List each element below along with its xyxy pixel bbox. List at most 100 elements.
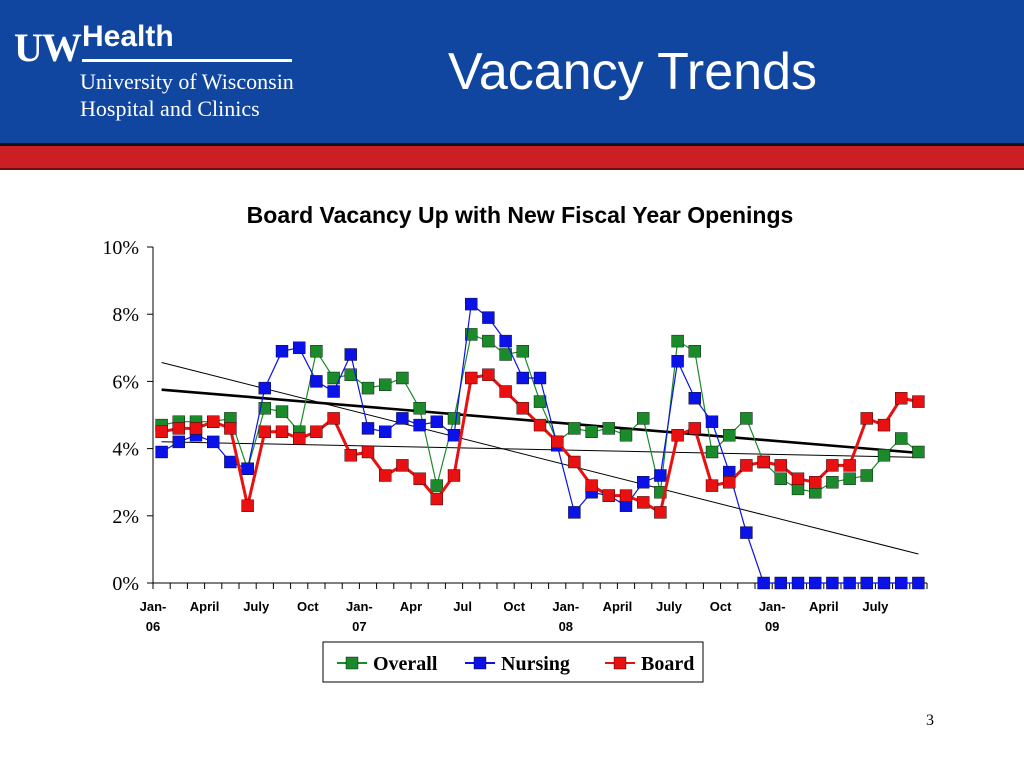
point-overall xyxy=(447,412,461,425)
point-overall xyxy=(310,345,323,358)
point-nursing xyxy=(241,462,254,475)
point-board xyxy=(361,445,375,459)
point-overall xyxy=(533,395,547,408)
point-board xyxy=(241,499,254,512)
point-overall xyxy=(688,345,701,358)
chart-axes: 0% 2% 4% 6% 8% 10% Jan- 06 April July Oct Jan- 07 Apr… xyxy=(102,237,928,634)
logo-divider xyxy=(82,59,292,62)
point-board xyxy=(447,469,461,482)
point-board xyxy=(327,412,340,425)
point-board xyxy=(602,489,615,502)
point-overall xyxy=(843,472,856,485)
x-tick-label: April xyxy=(809,599,839,614)
point-nursing xyxy=(224,455,237,469)
point-board xyxy=(740,459,753,472)
point-board xyxy=(499,385,512,398)
slide-number: 3 xyxy=(926,712,934,729)
point-board xyxy=(206,415,220,428)
point-board xyxy=(482,368,495,381)
accent-bar xyxy=(0,146,1024,170)
x-tick-label: 07 xyxy=(352,619,366,634)
point-nursing xyxy=(327,385,340,398)
x-tick-label: Jan- xyxy=(552,599,579,614)
legend-box xyxy=(322,641,704,683)
series-line-overall xyxy=(161,333,919,493)
point-overall xyxy=(361,381,375,395)
point-overall xyxy=(413,402,426,415)
y-tick-label: 2% xyxy=(112,506,139,528)
trend-line-board xyxy=(161,441,919,458)
point-overall xyxy=(826,476,839,489)
logo-org-name-line2: Hospital and Clinics xyxy=(80,96,260,121)
point-board xyxy=(637,496,650,509)
chart-series xyxy=(155,297,925,590)
point-overall xyxy=(774,472,787,485)
point-nursing xyxy=(860,576,873,590)
chart-legend: Overall Nursing Board xyxy=(322,641,704,683)
point-board xyxy=(465,371,478,385)
x-tick-label: 06 xyxy=(146,619,160,634)
x-tick-label: Jan- xyxy=(140,599,167,614)
slide-title: Vacancy Trends xyxy=(448,43,818,101)
point-board xyxy=(379,469,392,482)
point-overall xyxy=(877,449,891,462)
point-overall xyxy=(258,402,271,415)
point-overall xyxy=(637,412,650,425)
point-board xyxy=(809,476,822,489)
point-nursing xyxy=(258,381,271,395)
point-overall xyxy=(912,445,925,459)
point-nursing xyxy=(843,576,856,590)
x-tick-label: Apr xyxy=(400,599,422,614)
point-nursing xyxy=(155,445,168,459)
point-overall xyxy=(275,405,289,418)
point-nursing xyxy=(705,415,719,428)
y-tick-label: 8% xyxy=(112,304,139,326)
point-overall xyxy=(430,479,443,492)
chart-title: Board Vacancy Up with New Fiscal Year Op… xyxy=(246,202,794,228)
point-nursing xyxy=(275,345,289,358)
point-nursing xyxy=(413,418,426,432)
x-tick-label: Oct xyxy=(503,599,525,614)
point-board xyxy=(310,425,323,438)
point-nursing xyxy=(361,422,375,435)
point-nursing xyxy=(499,334,512,348)
x-tick-label: Jan- xyxy=(759,599,786,614)
point-board xyxy=(585,479,598,492)
point-nursing xyxy=(206,435,220,449)
point-overall xyxy=(585,425,598,438)
point-board xyxy=(826,459,839,472)
x-tick-label: 09 xyxy=(765,619,779,634)
point-nursing xyxy=(568,506,581,519)
legend-label-nursing: Nursing xyxy=(501,653,570,675)
point-board xyxy=(516,402,529,415)
x-tick-label: 08 xyxy=(559,619,573,634)
point-nursing xyxy=(774,576,787,590)
legend-marker-overall xyxy=(345,656,359,670)
point-board xyxy=(619,489,633,502)
point-overall xyxy=(671,334,684,348)
point-overall xyxy=(860,469,873,482)
point-overall xyxy=(740,412,753,425)
point-board xyxy=(877,418,891,432)
point-board xyxy=(533,418,547,432)
point-nursing xyxy=(447,429,461,442)
point-board xyxy=(791,472,805,485)
point-nursing xyxy=(430,415,443,428)
point-board xyxy=(155,425,168,438)
point-nursing xyxy=(637,476,650,489)
point-board xyxy=(895,392,908,405)
point-overall xyxy=(379,378,392,391)
logo-org-name-line1: University of Wisconsin xyxy=(80,69,294,94)
point-board xyxy=(671,429,684,442)
point-overall xyxy=(602,422,615,435)
point-nursing xyxy=(877,576,891,590)
x-tick-label: July xyxy=(656,599,683,614)
trend-lines xyxy=(161,361,919,555)
y-tick-label: 6% xyxy=(112,371,139,393)
point-board xyxy=(344,449,357,462)
point-nursing xyxy=(482,311,495,324)
point-board xyxy=(688,422,701,435)
point-overall xyxy=(396,371,409,385)
point-nursing xyxy=(293,341,306,354)
